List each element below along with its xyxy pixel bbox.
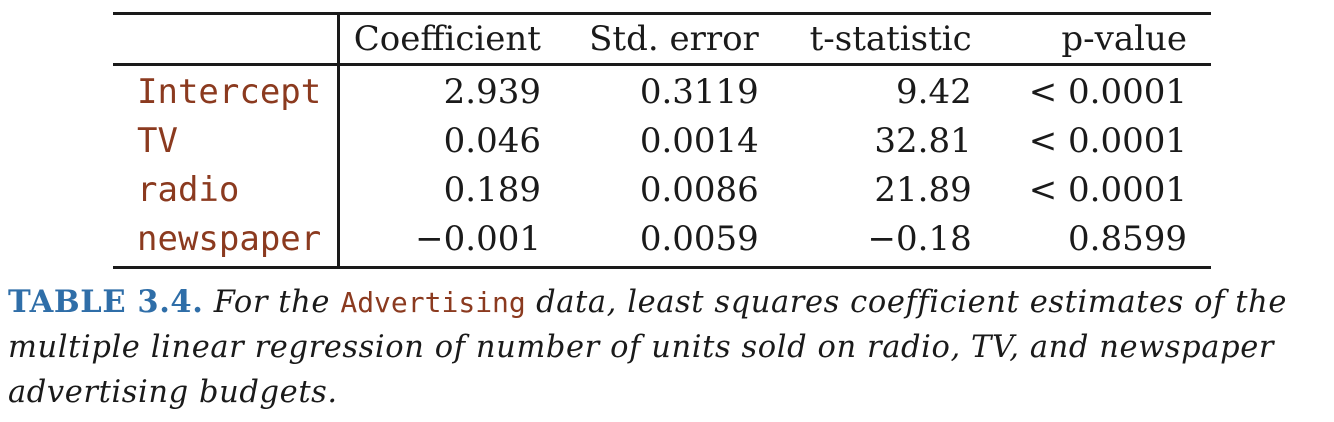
table-row: TV 0.046 0.0014 32.81 < 0.0001 (113, 117, 1211, 166)
p-value-cell: 0.8599 (1068, 219, 1187, 259)
caption-label: TABLE 3.4. (8, 284, 204, 320)
table-header: Coefficient Std. error t-statistic p-val… (113, 13, 1211, 66)
row-label-intercept: Intercept (113, 64, 341, 117)
t-statistic-cell: 9.42 (896, 72, 972, 112)
std-error-cell: 0.0086 (639, 170, 759, 210)
row-label-radio: radio (113, 166, 341, 215)
std-error-cell: 0.3119 (639, 72, 759, 112)
caption-text-after: data, least squares coefficient estimate… (8, 285, 1288, 410)
t-statistic-cell: 21.89 (874, 170, 972, 210)
table-body: Intercept 2.939 0.3119 9.42 < 0.0001 TV … (113, 64, 1211, 268)
table-row: radio 0.189 0.0086 21.89 < 0.0001 (113, 166, 1211, 215)
row-label-tv: TV (113, 117, 341, 166)
t-statistic-cell: −0.18 (867, 219, 972, 259)
table-row: newspaper −0.001 0.0059 −0.18 0.8599 (113, 215, 1211, 268)
coefficient-cell: 0.046 (443, 121, 541, 161)
header-row: Coefficient Std. error t-statistic p-val… (113, 13, 1211, 66)
table-row: Intercept 2.939 0.3119 9.42 < 0.0001 (113, 64, 1211, 117)
header-coefficient: Coefficient (338, 13, 565, 66)
header-p-value: p-value (995, 13, 1211, 66)
regression-table: Coefficient Std. error t-statistic p-val… (113, 12, 1211, 269)
t-statistic-cell: 32.81 (874, 121, 972, 161)
coefficient-cell: −0.001 (415, 219, 541, 259)
row-label-newspaper: newspaper (113, 215, 341, 268)
p-value-cell: < 0.0001 (1028, 72, 1187, 112)
std-error-cell: 0.0014 (639, 121, 759, 161)
p-value-cell: < 0.0001 (1028, 121, 1187, 161)
p-value-cell: < 0.0001 (1028, 170, 1187, 210)
coefficient-cell: 2.939 (443, 72, 541, 112)
header-empty-cell (113, 13, 341, 66)
header-t-statistic: t-statistic (782, 13, 996, 66)
header-std-error: Std. error (564, 13, 783, 66)
caption-text-before: For the (203, 285, 341, 320)
coefficient-cell: 0.189 (443, 170, 541, 210)
std-error-cell: 0.0059 (639, 219, 759, 259)
caption-dataset-name: Advertising (340, 286, 526, 319)
table-caption: TABLE 3.4. For the Advertising data, lea… (8, 280, 1328, 415)
